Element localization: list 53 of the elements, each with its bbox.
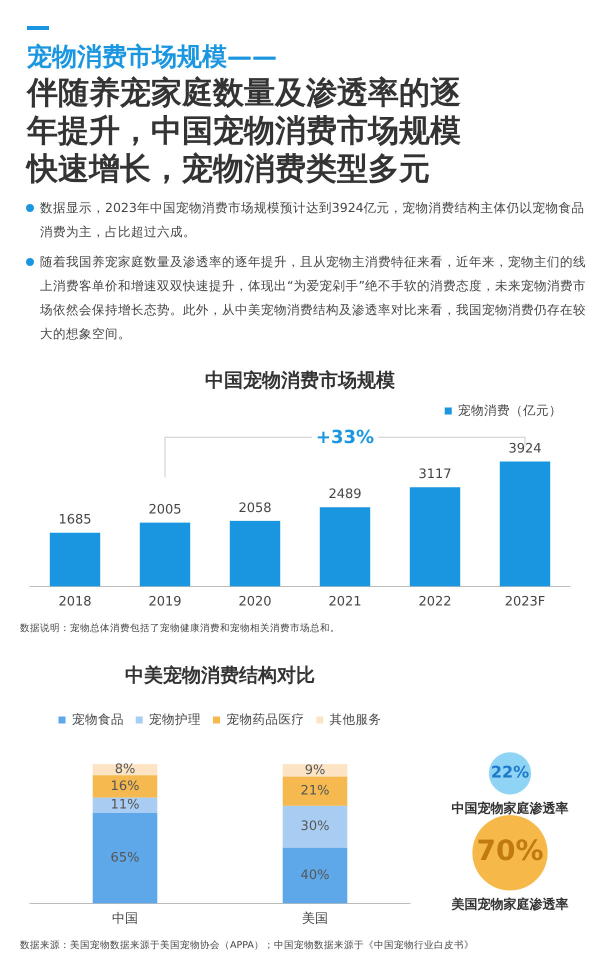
x-tick-label: 2023F [504, 594, 546, 610]
legend-label: 宠物药品医疗 [226, 711, 304, 726]
chart-title: 中美宠物消费结构对比 [125, 664, 315, 686]
bar [320, 507, 370, 586]
bar [282, 848, 348, 904]
data-label: 70% [476, 834, 544, 868]
bar [92, 764, 158, 776]
legend-label: 宠物护理 [149, 711, 201, 726]
data-label: 3924 [508, 441, 542, 456]
x-tick-label: 2019 [148, 594, 182, 610]
data-label: 3117 [418, 467, 452, 482]
category-label: 中国宠物家庭渗透率 [452, 800, 568, 816]
data-label: 22% [490, 762, 530, 782]
data-label: 1685 [58, 512, 92, 528]
data-label: 16% [110, 778, 140, 794]
text: 伴随养宠家庭数量及渗透率的逐年提升，中国宠物消费市场规模快速增长，宠物消费类型多元 [27, 74, 462, 188]
x-tick-label: 中国 [112, 912, 138, 927]
data-label: 21% [300, 784, 330, 799]
bar [282, 776, 348, 806]
bar [50, 532, 100, 586]
data-label: 9% [304, 762, 326, 778]
x-tick-label: 2020 [238, 594, 272, 610]
data-label: 8% [114, 762, 136, 778]
data-label: 2005 [148, 502, 182, 518]
bar [140, 522, 190, 586]
x-tick-label: 2021 [328, 594, 362, 610]
source-note: 数据来源：美国宠物数据来源于美国宠物协会（APPA）；中国宠物数据来源于《中国宠物行业白皮书》 [20, 939, 475, 952]
category-label: 美国宠物家庭渗透率 [450, 896, 568, 912]
data-label: 2489 [328, 487, 362, 502]
x-tick-label: 2022 [418, 594, 452, 610]
legend-label: 其他服务 [330, 711, 382, 726]
bar [92, 812, 158, 904]
x-tick-label: 美国 [302, 910, 328, 927]
bar [230, 520, 280, 586]
text: 宠物消费市场规模—— [27, 41, 277, 73]
data-label: 65% [110, 850, 140, 866]
text: 数据说明：宠物总体消费包括了宠物健康消费和宠物相关消费市场总和。 [20, 622, 341, 635]
chart-title: 中国宠物消费市场规模 [205, 369, 395, 392]
data-label: 2058 [238, 500, 272, 516]
data-label: 30% [300, 819, 330, 834]
data-label: 40% [300, 868, 330, 883]
bar [282, 806, 348, 848]
text: 数据显示，2023年中国宠物消费市场规模预计达到3924亿元，宠物消费结构主体仍以宠物食品消费为主，占比超过六成。 [40, 200, 585, 239]
bar [92, 775, 158, 798]
text: +33% [316, 426, 374, 448]
text: 随着我国养宠家庭数量及渗透率的逐年提升，且从宠物主消费特征来看，近年来，宠物主们的线上消费客单价和增速双双快速提升，体现出“为爱宠剁手”绝不手软的消费态度，未来宠物消费市场依然会保持增长态势。此外，从中美宠物消费结构及渗透率对比来看，我国宠物消费仍存在较大的想象空间。 [40, 254, 586, 341]
bar [410, 487, 460, 586]
legend-label: 宠物食品 [72, 711, 124, 726]
legend-label: 宠物消费（亿元） [458, 402, 562, 418]
data-label: 11% [110, 798, 140, 813]
x-tick-label: 2018 [58, 594, 92, 610]
bar [500, 462, 550, 586]
bar [92, 798, 158, 813]
